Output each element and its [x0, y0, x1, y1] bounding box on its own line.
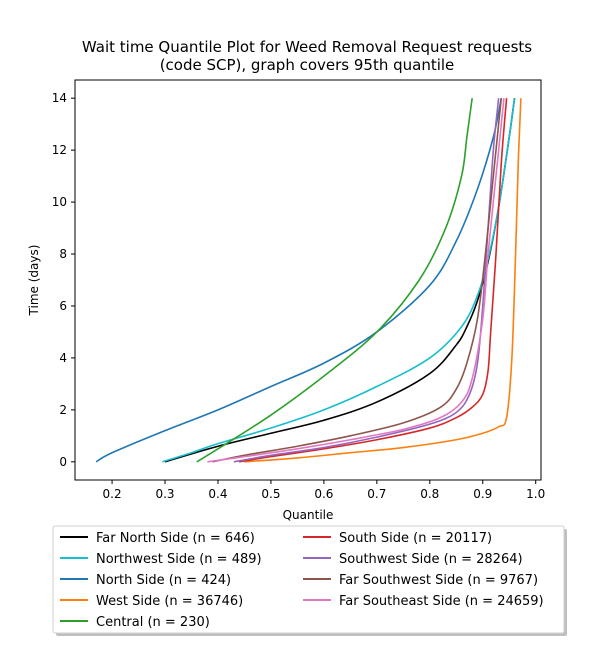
x-axis-label: Quantile: [283, 508, 334, 522]
x-tick-label: 0.4: [208, 487, 227, 501]
legend-entry-label: Southwest Side (n = 28264): [339, 552, 523, 567]
x-tick-label: 0.2: [103, 487, 122, 501]
series-line: [95, 98, 503, 463]
legend-entry-label: Far Southwest Side (n = 9767): [339, 573, 538, 588]
legend-entry-label: Northwest Side (n = 489): [96, 552, 262, 567]
series-line: [244, 98, 522, 463]
series-line: [239, 98, 508, 463]
series-line: [233, 98, 500, 463]
plot-frame: [74, 79, 542, 481]
x-tick-label: 0.3: [155, 487, 174, 501]
chart-title-line: (code SCP), graph covers 95th quantile: [160, 56, 455, 74]
legend-entry-label: Far North Side (n = 646): [96, 531, 255, 546]
legend-entry-label: South Side (n = 20117): [339, 531, 492, 546]
y-tick-label: 6: [59, 299, 67, 313]
y-tick-label: 8: [59, 247, 67, 261]
legend-entry-label: Far Southeast Side (n = 24659): [339, 594, 544, 609]
legend-entry-label: Central (n = 230): [96, 615, 210, 630]
x-tick-label: 0.9: [473, 487, 492, 501]
x-tick-label: 0.5: [261, 487, 280, 501]
y-axis: 0 2 4 6 8 10 12 14: [52, 91, 75, 469]
legend-entry-label: North Side (n = 424): [96, 573, 231, 588]
y-tick-label: 12: [52, 143, 67, 157]
series-line: [212, 98, 503, 463]
y-tick-label: 2: [59, 403, 67, 417]
series-line: [207, 98, 505, 463]
y-tick-label: 4: [59, 351, 67, 365]
x-tick-label: 1.0: [526, 487, 545, 501]
y-axis-label: Time (days): [27, 245, 41, 317]
plot-lines: [95, 98, 522, 463]
x-axis: 0.2 0.3 0.4 0.5 0.6 0.7 0.8 0.9 1.0: [103, 480, 545, 501]
x-tick-label: 0.7: [367, 487, 386, 501]
chart-title: Wait time Quantile Plot for Weed Removal…: [82, 38, 532, 74]
x-tick-label: 0.6: [314, 487, 333, 501]
chart-title-line: Wait time Quantile Plot for Weed Removal…: [82, 38, 532, 56]
y-tick-label: 0: [59, 455, 67, 469]
x-tick-label: 0.8: [420, 487, 439, 501]
legend: Far North Side (n = 646) Northwest Side (…: [52, 525, 567, 636]
y-tick-label: 10: [52, 195, 67, 209]
series-line: [196, 98, 473, 463]
y-tick-label: 14: [52, 91, 67, 105]
legend-entry-label: West Side (n = 36746): [96, 594, 243, 609]
